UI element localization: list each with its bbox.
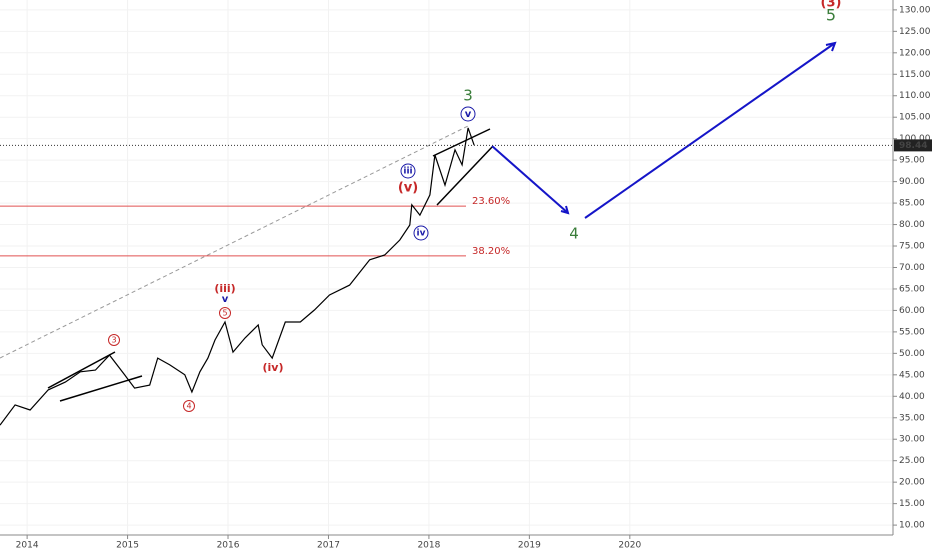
y-tick-label: 60.00: [899, 306, 925, 316]
y-tick-label: 30.00: [899, 435, 925, 445]
x-tick-label: 2018: [417, 541, 440, 550]
y-tick-label: 105.00: [899, 113, 931, 123]
wave-circle: [219, 307, 231, 319]
y-tick-label: 50.00: [899, 349, 925, 359]
trend-line: [0, 124, 471, 359]
x-tick-label: 2020: [618, 541, 641, 550]
y-tick-label: 80.00: [899, 220, 925, 230]
y-tick-label: 120.00: [899, 48, 931, 58]
x-tick-label: 2019: [518, 541, 541, 550]
wave-circle: [108, 334, 120, 346]
wave: 4: [569, 225, 579, 243]
y-tick-label: 10.00: [899, 521, 925, 531]
last-price-box: [894, 139, 932, 152]
y-tick-label: 45.00: [899, 370, 925, 380]
projection: [491, 41, 837, 219]
x-tick-label: 2017: [317, 541, 340, 550]
y-tick-label: 90.00: [899, 177, 925, 187]
fib-label: 38.20%: [472, 246, 510, 257]
y-tick-label: 95.00: [899, 156, 925, 166]
wave-circle: [460, 106, 476, 122]
y-tick-label: 40.00: [899, 392, 925, 402]
wave-labels: (3) 5 3 v iii (v) iv 4 (iii) v 5 (iv) 3 …: [108, 0, 842, 412]
x-tick-label: 2014: [16, 541, 39, 550]
y-tick-label: 100.00: [899, 134, 931, 144]
wave: (iv): [263, 361, 284, 374]
y-tick-label: 75.00: [899, 242, 925, 252]
y-tick-label: 125.00: [899, 27, 931, 37]
wave: v: [222, 294, 229, 305]
fib-label: 23.60%: [472, 196, 510, 207]
y-tick-label: 85.00: [899, 199, 925, 209]
wave: (iii): [214, 282, 235, 295]
y-tick-label: 55.00: [899, 327, 925, 337]
wave: (3): [821, 0, 842, 11]
wave-circle: [400, 163, 416, 179]
wave: 5: [826, 6, 836, 25]
price-line: [0, 127, 475, 426]
overlay: 10.00 15.00 20.00 25.00 30.00 35.00 40.00 45.00…: [0, 5, 932, 550]
wave: 3: [111, 336, 116, 345]
x-tick-label: 2015: [116, 541, 139, 550]
wave: 3: [463, 87, 473, 105]
wave: (v): [398, 181, 418, 196]
wave: v: [465, 109, 472, 120]
y-tick-label: 15.00: [899, 499, 925, 509]
y-tick-label: 25.00: [899, 456, 925, 466]
x-tick-label: 2016: [217, 541, 240, 550]
wave-circle: [183, 400, 195, 412]
y-tick-label: 110.00: [899, 91, 931, 101]
y-tick-label: 35.00: [899, 413, 925, 423]
wave: 4: [186, 402, 191, 411]
y-tick-label: 65.00: [899, 284, 925, 294]
wave-circle: [413, 225, 429, 241]
wave: 5: [222, 309, 227, 318]
y-tick-label: 130.00: [899, 5, 931, 15]
last-price-label: 98.44: [899, 141, 927, 151]
wave: iii: [403, 167, 412, 177]
y-tick-label: 20.00: [899, 478, 925, 488]
wave: iv: [417, 229, 426, 239]
y-tick-label: 115.00: [899, 70, 931, 80]
y-tick-label: 70.00: [899, 263, 925, 273]
